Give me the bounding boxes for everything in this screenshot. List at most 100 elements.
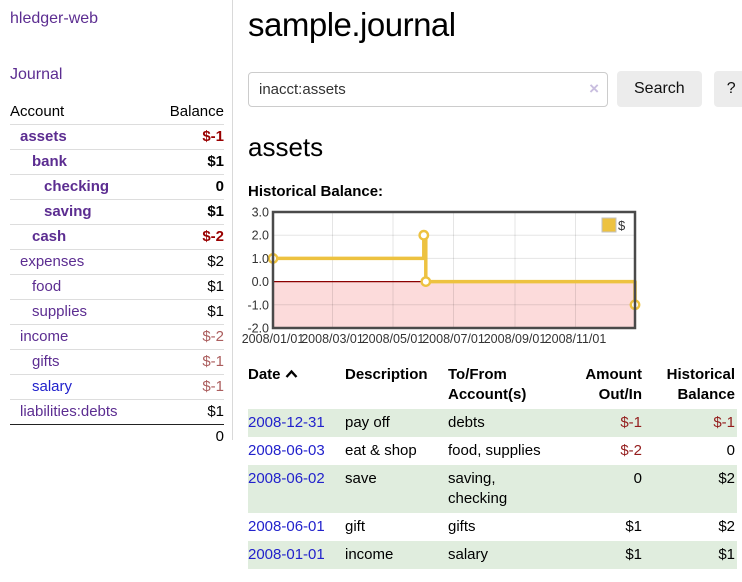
transaction-description: income [345, 541, 448, 569]
transaction-description: gift [345, 518, 366, 535]
sort-ascending-icon [285, 369, 298, 379]
account-link-supplies[interactable]: supplies [32, 303, 88, 320]
account-row-assets: assets $-1 [10, 124, 224, 150]
journal-link[interactable]: Journal [10, 66, 63, 83]
search-form: × Search ? [248, 71, 742, 107]
account-balance: $-1 [152, 374, 224, 400]
account-link-expenses[interactable]: expenses [20, 253, 85, 270]
register-header-description: Description [345, 366, 428, 383]
account-row-salary: salary $-1 [10, 374, 224, 400]
svg-text:0.0: 0.0 [252, 275, 269, 289]
account-balance: $1 [152, 299, 224, 325]
transaction-amount: $1 [560, 541, 642, 569]
account-link-liabilities-debts[interactable]: liabilities:debts [20, 403, 118, 420]
brand: hledger-web [10, 10, 224, 28]
transaction-date-link[interactable]: 2008-06-03 [248, 442, 325, 459]
register-header-row: Date Description To/From Account(s) Amou… [248, 363, 737, 409]
transaction-date-link[interactable]: 2008-06-01 [248, 518, 325, 535]
account-row-bank: bank $1 [10, 149, 224, 175]
account-link-bank[interactable]: bank [32, 153, 68, 170]
account-balance: $-2 [152, 324, 224, 350]
account-row-liabilities-debts: liabilities:debts $1 [10, 399, 224, 425]
account-row-expenses: expenses $2 [10, 249, 224, 275]
register-row: 2008-06-02 save saving, checking 0 $2 [248, 465, 737, 513]
transaction-balance: $1 [642, 541, 737, 569]
historical-balance-chart: $ 3.0 2.0 1.0 0.0 -1.0 -2.0 2008/01/01 2… [242, 206, 742, 348]
account-link-gifts[interactable]: gifts [32, 353, 60, 370]
account-balance: $-2 [152, 224, 224, 250]
account-balance: $-1 [152, 349, 224, 375]
account-heading: assets [248, 132, 324, 162]
chart-y-axis: 3.0 2.0 1.0 0.0 -1.0 -2.0 [247, 206, 269, 336]
transaction-amount: $1 [625, 518, 642, 535]
legend-swatch [601, 217, 617, 233]
transaction-date-link[interactable]: 2008-12-31 [248, 414, 325, 431]
transaction-description: eat & shop [345, 442, 417, 459]
transaction-accounts: food, supplies [448, 442, 541, 459]
account-link-saving[interactable]: saving [44, 203, 92, 220]
svg-text:2.0: 2.0 [252, 229, 269, 243]
account-link-salary[interactable]: salary [32, 378, 73, 395]
chart-negative-region [273, 281, 635, 328]
svg-text:2008/11/01: 2008/11/01 [545, 332, 607, 346]
sidebar: hledger-web Journal Account Balance asse… [0, 0, 233, 449]
transaction-accounts: saving, checking [448, 465, 560, 513]
account-balance: $2 [152, 249, 224, 275]
account-row-supplies: supplies $1 [10, 299, 224, 325]
accounts-header-balance: Balance [169, 103, 224, 120]
accounts-table: Account Balance assets $-1 bank $1 check… [10, 100, 224, 449]
account-row-checking: checking 0 [10, 174, 224, 200]
chart-title: Historical Balance: [248, 183, 384, 200]
account-link-assets[interactable]: assets [20, 128, 67, 145]
accounts-total-row: 0 [10, 424, 224, 449]
search-button[interactable]: Search [617, 71, 702, 107]
svg-text:2008/01/01: 2008/01/01 [242, 332, 305, 346]
account-link-cash[interactable]: cash [32, 228, 67, 245]
transaction-balance: $2 [718, 518, 735, 535]
accounts-header-account: Account [10, 103, 65, 120]
account-row-income: income $-2 [10, 324, 224, 350]
account-row-food: food $1 [10, 274, 224, 300]
clear-search-icon[interactable]: × [589, 78, 599, 98]
chart-x-axis: 2008/01/01 2008/03/01 2008/05/01 2008/07… [242, 332, 607, 346]
accounts-total: 0 [152, 424, 224, 449]
transaction-description: pay off [345, 409, 448, 437]
chart-border [271, 210, 637, 330]
register-row: 2008-01-01 income salary $1 $1 [248, 541, 737, 569]
register-header-accounts: To/From Account(s) [448, 366, 527, 403]
register-header-date[interactable]: Date [248, 363, 345, 409]
account-row-gifts: gifts $-1 [10, 349, 224, 375]
register-table: Date Description To/From Account(s) Amou… [248, 363, 737, 569]
help-button[interactable]: ? [713, 71, 742, 107]
register-header-amount: Amount Out/In [585, 366, 642, 403]
accounts-header-row: Account Balance [10, 100, 224, 125]
transaction-balance: 0 [726, 442, 735, 459]
svg-text:2008/05/01: 2008/05/01 [362, 332, 425, 346]
search-input[interactable] [248, 71, 608, 107]
transaction-date-link[interactable]: 2008-06-02 [248, 470, 325, 487]
register-row: 2008-06-03 eat & shop food, supplies $-2… [248, 437, 737, 465]
brand-link[interactable]: hledger-web [10, 10, 99, 27]
transaction-amount: 0 [560, 465, 642, 513]
transaction-balance: $2 [642, 465, 737, 513]
transaction-amount: $-1 [560, 409, 642, 437]
svg-text:2008/07/01: 2008/07/01 [422, 332, 485, 346]
account-link-income[interactable]: income [20, 328, 69, 345]
account-balance: $-1 [152, 124, 224, 150]
chart-svg: $ 3.0 2.0 1.0 0.0 -1.0 -2.0 2008/01/01 2… [242, 206, 641, 346]
transaction-accounts: debts [448, 409, 560, 437]
svg-text:3.0: 3.0 [252, 206, 269, 220]
account-link-checking[interactable]: checking [44, 178, 110, 195]
svg-text:-1.0: -1.0 [247, 298, 269, 312]
page-title: sample.journal [248, 6, 456, 43]
transaction-balance: $-1 [642, 409, 737, 437]
account-balance: $1 [152, 399, 224, 425]
transaction-date-link[interactable]: 2008-01-01 [248, 546, 325, 563]
account-balance: $1 [152, 199, 224, 225]
transaction-accounts: gifts [448, 518, 476, 535]
account-link-food[interactable]: food [32, 278, 62, 295]
svg-text:2008/03/01: 2008/03/01 [301, 332, 364, 346]
account-balance: $1 [152, 149, 224, 175]
legend-label: $ [618, 218, 626, 233]
svg-text:1.0: 1.0 [252, 252, 269, 266]
